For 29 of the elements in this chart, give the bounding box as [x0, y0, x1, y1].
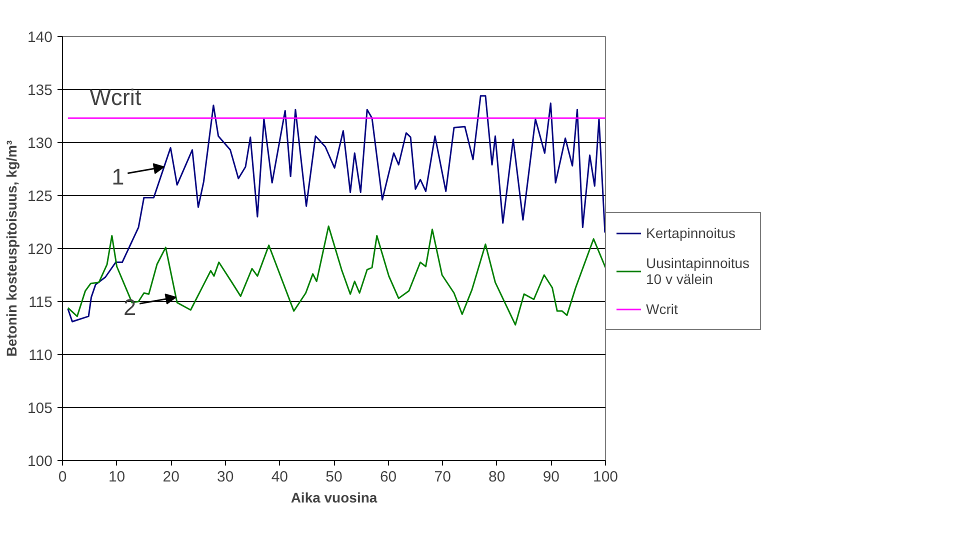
y-tick-label: 110 [28, 347, 53, 364]
x-tick-label: 40 [271, 468, 288, 486]
y-tick-label: 140 [27, 29, 53, 46]
x-tick-label: 50 [326, 468, 342, 486]
x-tick-label: 30 [217, 468, 234, 486]
legend-label: Wcrit [646, 301, 678, 317]
y-tick-label: 130 [27, 135, 53, 152]
x-tick-label: 70 [434, 468, 451, 486]
x-tick-label: 100 [592, 468, 618, 486]
y-tick-label: 125 [27, 188, 53, 205]
x-tick-label: 80 [488, 468, 506, 486]
x-axis-title: Aika vuosina [290, 490, 378, 506]
y-tick-label: 120 [27, 241, 53, 258]
y-tick-label: 135 [27, 82, 53, 99]
y-tick-label: 100 [27, 453, 53, 470]
line-series [67, 225, 606, 326]
y-tick-label: 115 [28, 294, 53, 311]
x-tick-label: 60 [380, 468, 397, 486]
annotation: 1 [112, 163, 124, 190]
x-tick-label: 10 [108, 468, 126, 486]
x-tick-label: 0 [58, 468, 67, 486]
legend-label: Kertapinnoitus [646, 225, 736, 241]
x-tick-label: 90 [542, 468, 560, 486]
y-axis-title: Betonin kosteuspitoisuus, kg/m³ [3, 140, 20, 357]
annotation: Wcrit [90, 84, 142, 110]
x-tick-label: 20 [162, 468, 180, 486]
y-tick-label: 105 [27, 400, 53, 417]
legend-label: Uusintapinnoitus 10 v välein [646, 255, 750, 287]
annotation: 2 [124, 294, 136, 320]
